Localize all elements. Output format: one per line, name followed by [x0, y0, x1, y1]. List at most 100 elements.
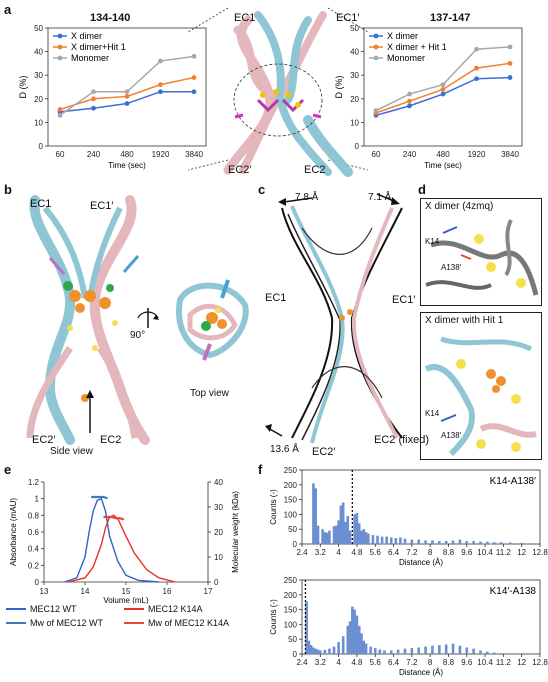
histogram-bar	[451, 643, 455, 654]
legend-label: X dimer + Hit 1	[387, 42, 447, 52]
x-tick-label: 2.4	[296, 548, 308, 557]
shift-label-3: 13.6 Å	[270, 444, 299, 455]
histogram-bar	[316, 649, 320, 654]
histogram-bar	[364, 532, 368, 544]
histogram-bar	[346, 625, 350, 654]
y-axis-label: D (%)	[334, 76, 344, 99]
histogram-bar	[458, 645, 462, 654]
y-tick-label: 20	[34, 95, 43, 104]
histogram-bar	[314, 488, 318, 544]
rotation-arrow-icon	[137, 308, 159, 328]
y-tick-label: 250	[284, 576, 298, 585]
histogram-bar	[305, 601, 308, 654]
y-axis-label: D (%)	[18, 76, 28, 99]
y-tick-label: 0	[293, 650, 298, 659]
x-tick-label: 480	[436, 150, 450, 159]
y-tick-label: 50	[34, 24, 43, 33]
x-tick-label: 14	[81, 587, 90, 596]
y-tick-label: 0	[293, 540, 298, 549]
x-tick-label: 3840	[185, 150, 203, 159]
data-point	[440, 82, 446, 88]
side-view-label: Side view	[50, 446, 93, 457]
legend-swatch	[6, 608, 26, 610]
data-point	[91, 105, 96, 111]
histogram-bar	[312, 647, 315, 654]
y-tick-label: 50	[350, 24, 359, 33]
chart-e-legend: MEC12 WT MEC12 K14A Mw of MEC12 WT Mw of ME…	[6, 604, 254, 644]
x-tick-label: 12.8	[532, 548, 548, 557]
histogram-bar	[357, 625, 361, 654]
histogram-bar	[319, 650, 322, 654]
x-tick-label: 6.4	[388, 658, 400, 667]
data-point	[474, 65, 479, 71]
histogram-bar	[486, 651, 489, 654]
data-point	[91, 89, 96, 95]
top-view-label: Top view	[190, 388, 229, 399]
legend-item: Mw of MEC12 WT	[6, 618, 103, 628]
legend-marker	[373, 33, 379, 39]
histogram-bar	[520, 542, 523, 544]
histogram-bar	[369, 646, 372, 654]
histogram-bar	[325, 532, 329, 544]
series-line	[68, 514, 176, 583]
x-tick-label: 7.2	[406, 548, 418, 557]
legend-item: MEC12 K14A	[124, 604, 203, 614]
data-point	[474, 46, 479, 52]
x-tick-label: 4.8	[351, 548, 363, 557]
histogram-bar	[472, 648, 475, 654]
mol-a-label-ec2: EC2	[304, 164, 326, 176]
histogram-bar	[353, 609, 356, 654]
x-axis-label: Volume (mL)	[103, 596, 149, 604]
histogram-bar	[348, 621, 352, 654]
histogram-bar	[367, 533, 370, 544]
histogram-bar	[479, 650, 482, 654]
panel-d-bottom-a138p: A138′	[441, 431, 462, 440]
histogram-bar	[486, 541, 489, 544]
y-tick-label: 10	[350, 118, 359, 127]
x-tick-label: 3.2	[315, 548, 327, 557]
y-tick-label: 100	[284, 510, 298, 519]
legend-marker	[57, 33, 63, 39]
legend-marker	[57, 44, 63, 50]
y-tick-label: 200	[284, 591, 298, 600]
series-line	[103, 515, 125, 521]
panel-d-bottom-title: X dimer with Hit 1	[425, 315, 504, 326]
panel-d-top-k14: K14	[425, 237, 440, 246]
histogram-bar	[424, 540, 427, 544]
x-tick-label: 240	[403, 150, 417, 159]
molecule-side-view	[26, 195, 150, 445]
legend-label: Monomer	[387, 53, 425, 63]
histogram-bar	[458, 539, 462, 544]
panel-label-f: f	[258, 462, 263, 477]
histogram-bar	[389, 650, 393, 654]
y-tick-label: 30	[34, 71, 43, 80]
molecule-top-view	[176, 279, 249, 361]
histogram-bar	[364, 643, 368, 654]
panel-d-top-title: X dimer (4zmq)	[425, 201, 494, 212]
histogram-annotation: K14′-A138	[490, 586, 537, 597]
histogram-bar	[346, 515, 350, 544]
histogram-bar	[444, 541, 448, 544]
series-line	[64, 497, 159, 583]
x-tick-label: 4.8	[351, 658, 363, 667]
histogram-bar	[376, 535, 379, 544]
histogram-bar	[357, 523, 361, 544]
x-axis-label: Distance (Å)	[399, 668, 443, 677]
y-tick-label: 40	[350, 48, 359, 57]
y-axis-label: Absorbance (mAU)	[9, 498, 18, 566]
histogram-bar	[378, 649, 382, 654]
chart-e: 0 0.2 0.4 0.6 0.8 1 1.2 0 10 20 30 40 13 14 15 16 17 Volu…	[9, 478, 240, 604]
histogram-bar	[341, 502, 345, 544]
x-tick-label: 3840	[501, 150, 519, 159]
mol-a-label-ec1: EC1	[234, 12, 256, 24]
legend-marker	[57, 55, 63, 61]
legend-label: MEC12 K14A	[148, 604, 203, 614]
x-tick-label: 480	[120, 150, 134, 159]
rotation-label: 90°	[130, 330, 146, 341]
y-tick-label: 10	[34, 118, 43, 127]
y-tick-label: 200	[284, 481, 298, 490]
y-tick-label: 1	[35, 495, 40, 504]
plot-frame	[47, 27, 207, 147]
y-tick-label: 40	[34, 48, 43, 57]
histogram-bar	[332, 526, 336, 544]
